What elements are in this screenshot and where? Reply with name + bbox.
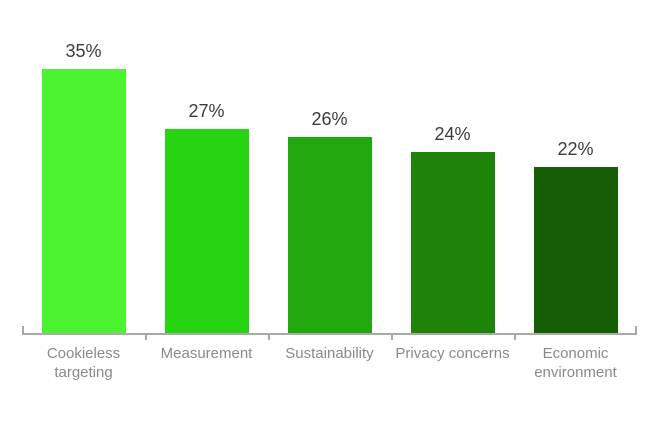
axis-tick [268,335,270,340]
bar [164,129,249,333]
plot-area: 35% 27% 26% 24% 22% [22,0,637,333]
bar [533,167,618,333]
bar-value-label: 22% [557,139,594,159]
x-axis-labels: Cookieless targeting Measurement Sustainab… [22,344,637,382]
bar-value-label: 27% [188,101,225,121]
category-label: Measurement [160,345,253,362]
bar-value-label: 35% [65,41,102,61]
category-label: Sustainability [285,345,374,362]
bar-value-label: 26% [311,109,348,129]
axis-left-endcap [22,326,24,333]
x-axis-line [22,326,637,340]
bar [41,69,126,333]
bar-column: 24% [391,0,514,333]
bar [410,152,495,333]
axis-tick [514,335,516,340]
category-label: Privacy concerns [395,345,510,362]
bar-column: 35% [22,0,145,333]
bar-value-label: 24% [434,124,471,144]
axis-tick [391,335,393,340]
category-label: Cookieless targeting [46,345,121,381]
bar-column: 22% [514,0,637,333]
bar-column: 27% [145,0,268,333]
axis-tick [145,335,147,340]
bar [287,137,372,333]
axis-right-endcap [635,326,637,333]
category-label: Economic environment [534,345,617,381]
bar-column: 26% [268,0,391,333]
